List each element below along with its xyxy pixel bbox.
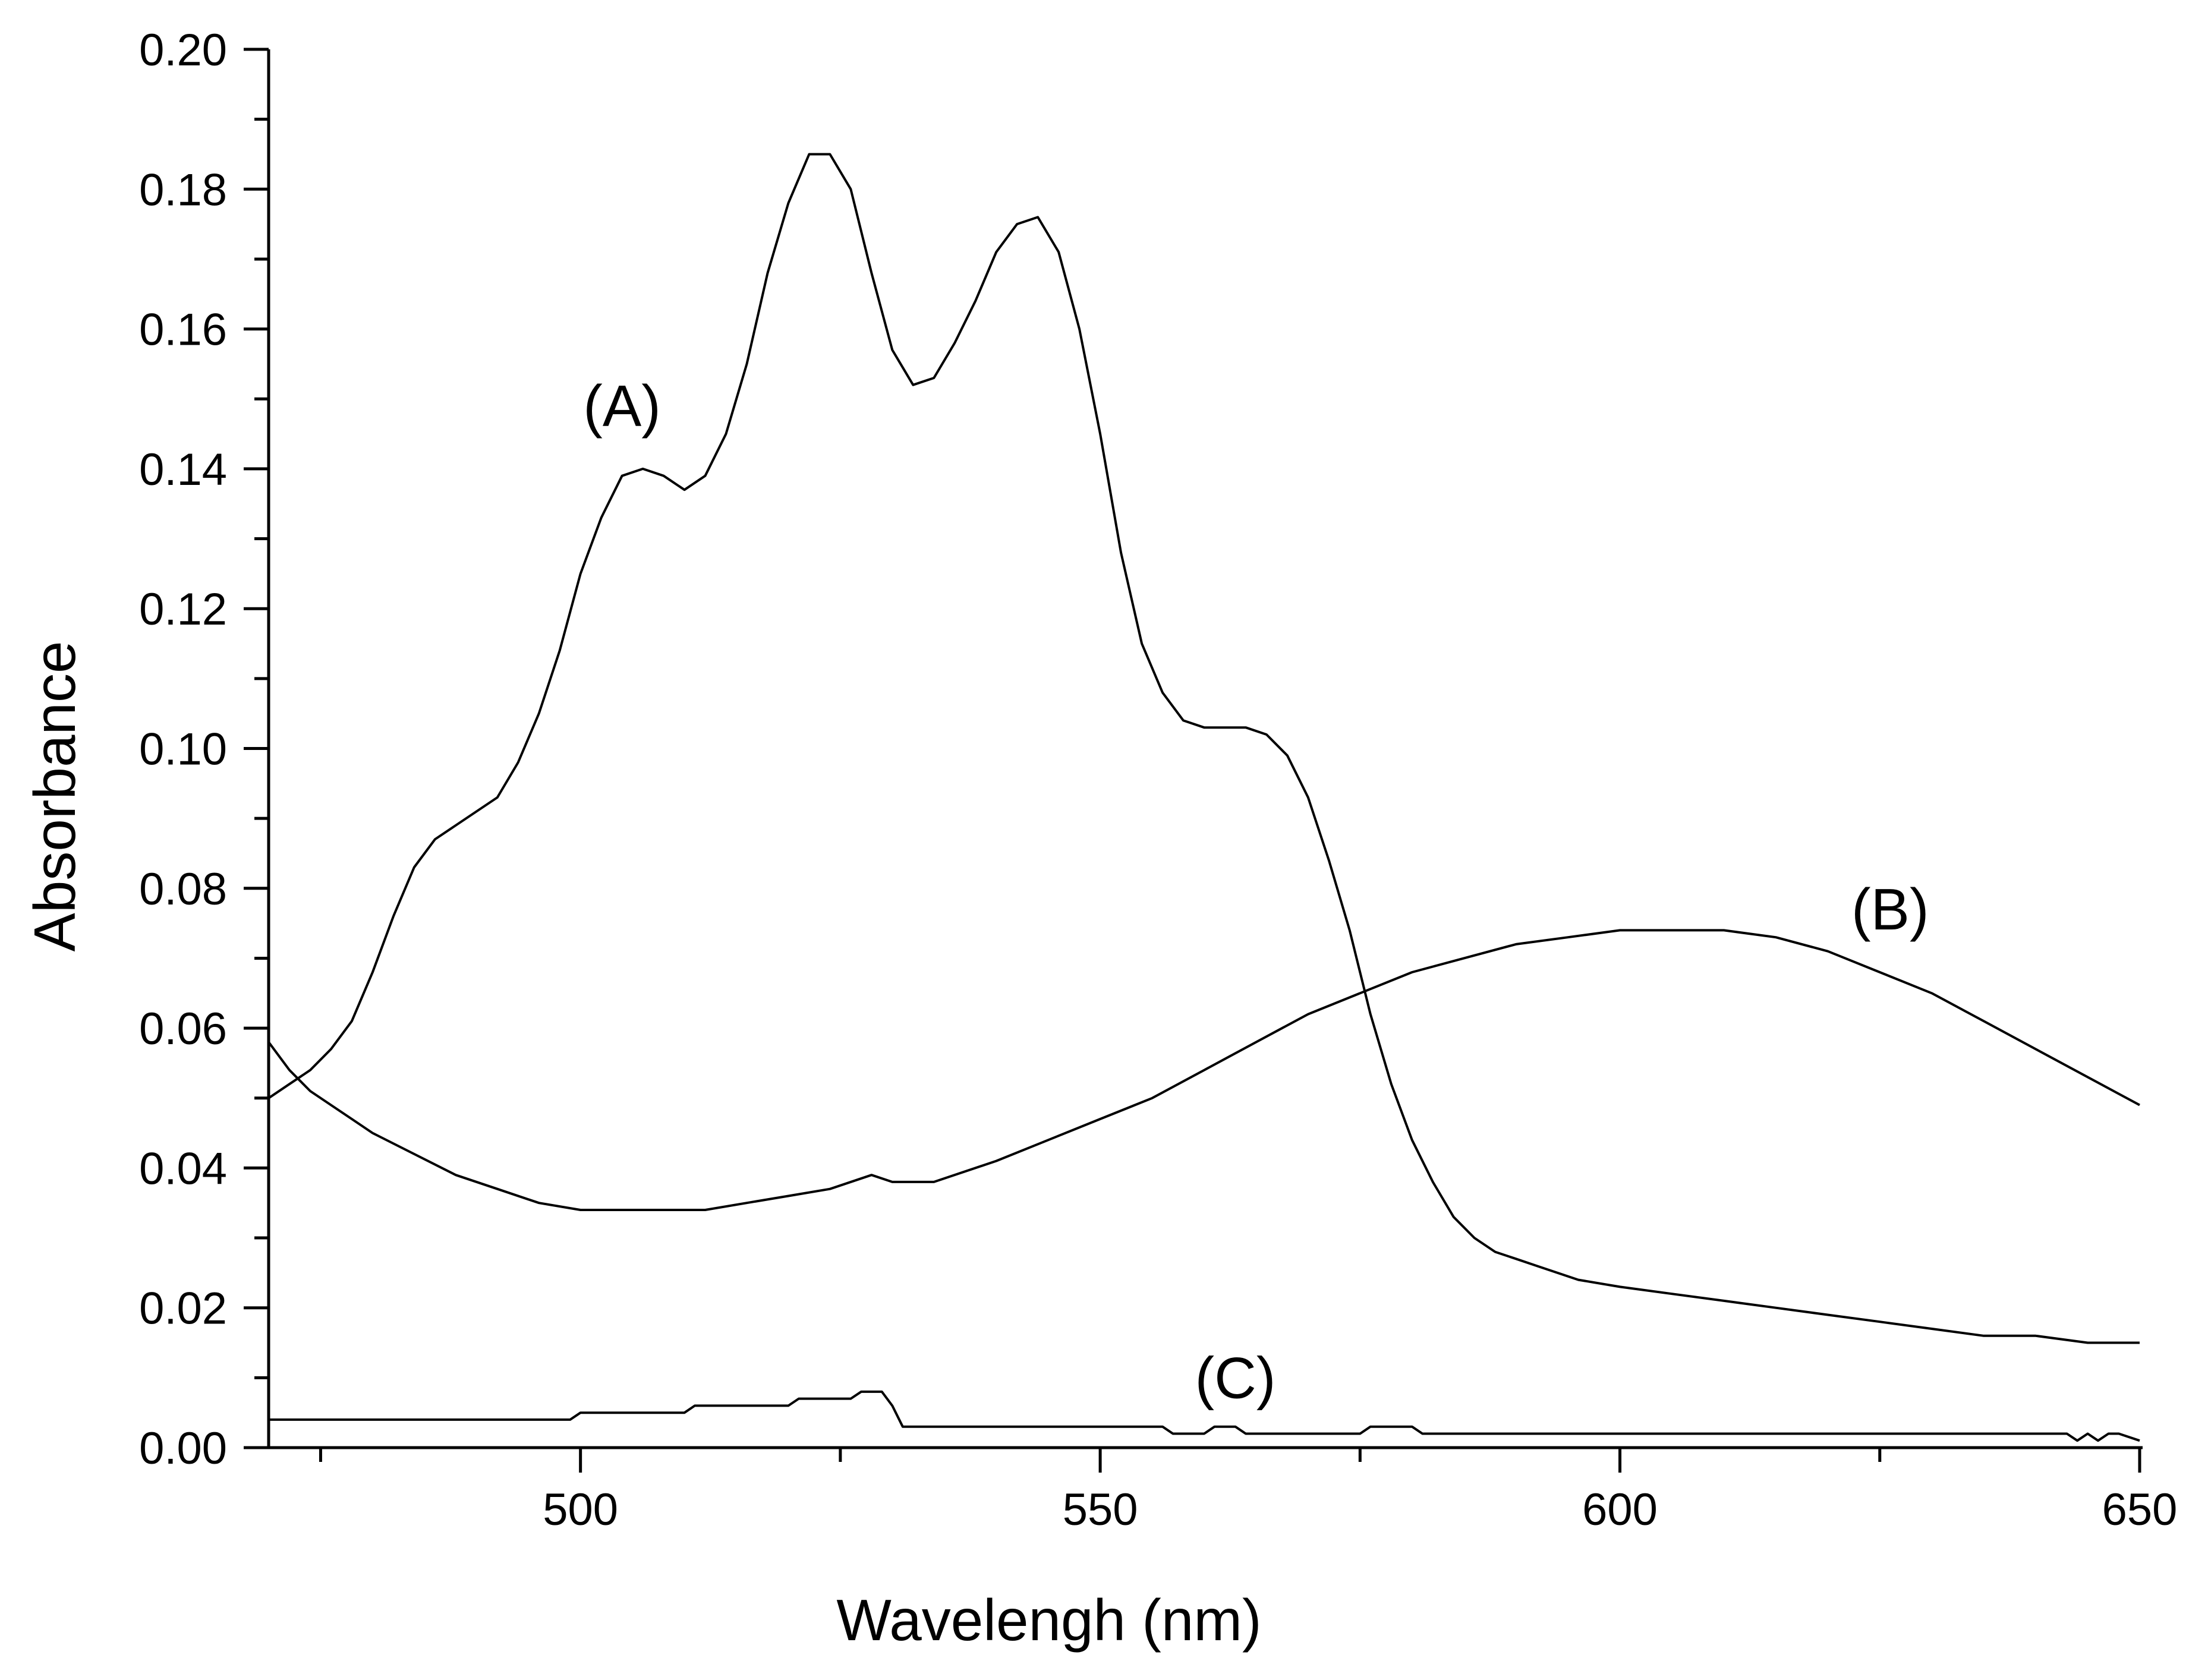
annotation-a: (A) — [583, 373, 661, 439]
x-tick-label: 600 — [1582, 1484, 1658, 1535]
x-ticks: 500 550 600 650 — [319, 1448, 2178, 1535]
y-tick-label: 0.02 — [139, 1284, 227, 1334]
y-tick-label: 0.10 — [139, 724, 227, 775]
axes — [267, 49, 2143, 1449]
series-group — [267, 153, 2140, 1442]
annotation-c: (C) — [1195, 1345, 1275, 1410]
y-tick-label: 0.06 — [139, 1004, 227, 1054]
x-tick-label: 550 — [1063, 1484, 1138, 1535]
x-tick-label: 650 — [2102, 1484, 2178, 1535]
y-tick-label: 0.20 — [139, 25, 227, 75]
y-tick-label: 0.00 — [139, 1423, 227, 1474]
y-tick-label: 0.04 — [139, 1143, 227, 1194]
series-line-a — [267, 153, 2140, 1344]
y-tick-label: 0.16 — [139, 305, 227, 355]
series-line-c — [269, 1390, 2140, 1442]
x-axis-title: Wavelengh (nm) — [836, 1587, 1261, 1653]
y-tick-label: 0.18 — [139, 165, 227, 215]
y-tick-label: 0.08 — [139, 864, 227, 915]
series-line-b — [267, 929, 2140, 1211]
y-axis-title: Absorbance — [22, 641, 87, 951]
annotations: (A) (B) (C) — [583, 373, 1929, 1410]
x-tick-label: 500 — [543, 1484, 618, 1535]
y-ticks: 0.00 0.02 0.04 0.06 0.08 0.10 0.12 0.14 0.16 0.18… — [139, 25, 269, 1474]
y-tick-label: 0.12 — [139, 584, 227, 635]
annotation-b: (B) — [1851, 877, 1929, 942]
y-tick-label: 0.14 — [139, 445, 227, 495]
